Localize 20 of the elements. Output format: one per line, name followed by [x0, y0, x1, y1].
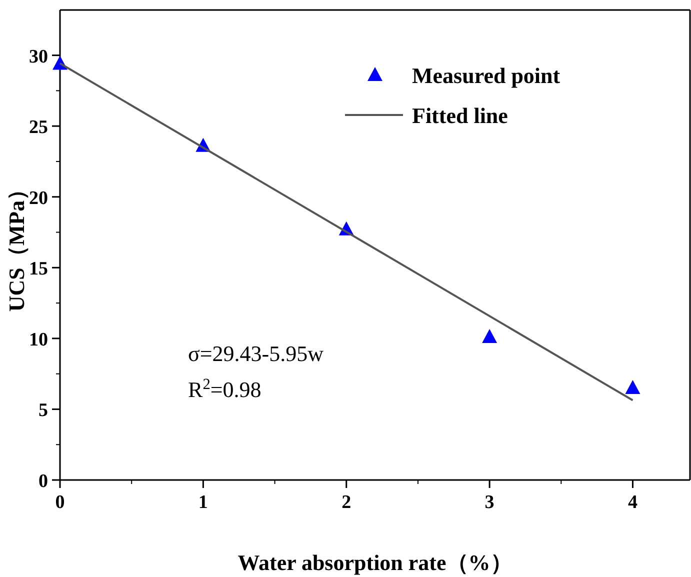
point: [625, 380, 640, 394]
legend-label: Fitted line: [412, 103, 508, 128]
y-tick-label: 15: [29, 258, 48, 280]
x-tick-label: 1: [198, 492, 208, 513]
y-tick-label: 30: [29, 46, 48, 68]
y-tick-label: 20: [29, 188, 48, 209]
x-tick-label: 0: [55, 492, 65, 513]
y-tick-label: 5: [38, 400, 48, 422]
annotation: R$^{2}$=0.98: [188, 376, 262, 402]
x-axis-title: Water absorption rate（%）: [238, 550, 512, 575]
x-tick-label: 3: [484, 492, 494, 513]
x-tick-label: 4: [628, 492, 638, 513]
point: [482, 329, 498, 344]
y-axis-title: UCS（MPa）: [4, 178, 29, 312]
annotation: σ=29.43-5.95w: [188, 341, 324, 366]
y-tick-label: 10: [29, 329, 48, 350]
legend-label: Measured point: [412, 63, 561, 88]
y-tick-label: 25: [29, 117, 48, 138]
x-tick-label: 2: [342, 492, 352, 513]
y-tick-label: 0: [38, 471, 48, 492]
